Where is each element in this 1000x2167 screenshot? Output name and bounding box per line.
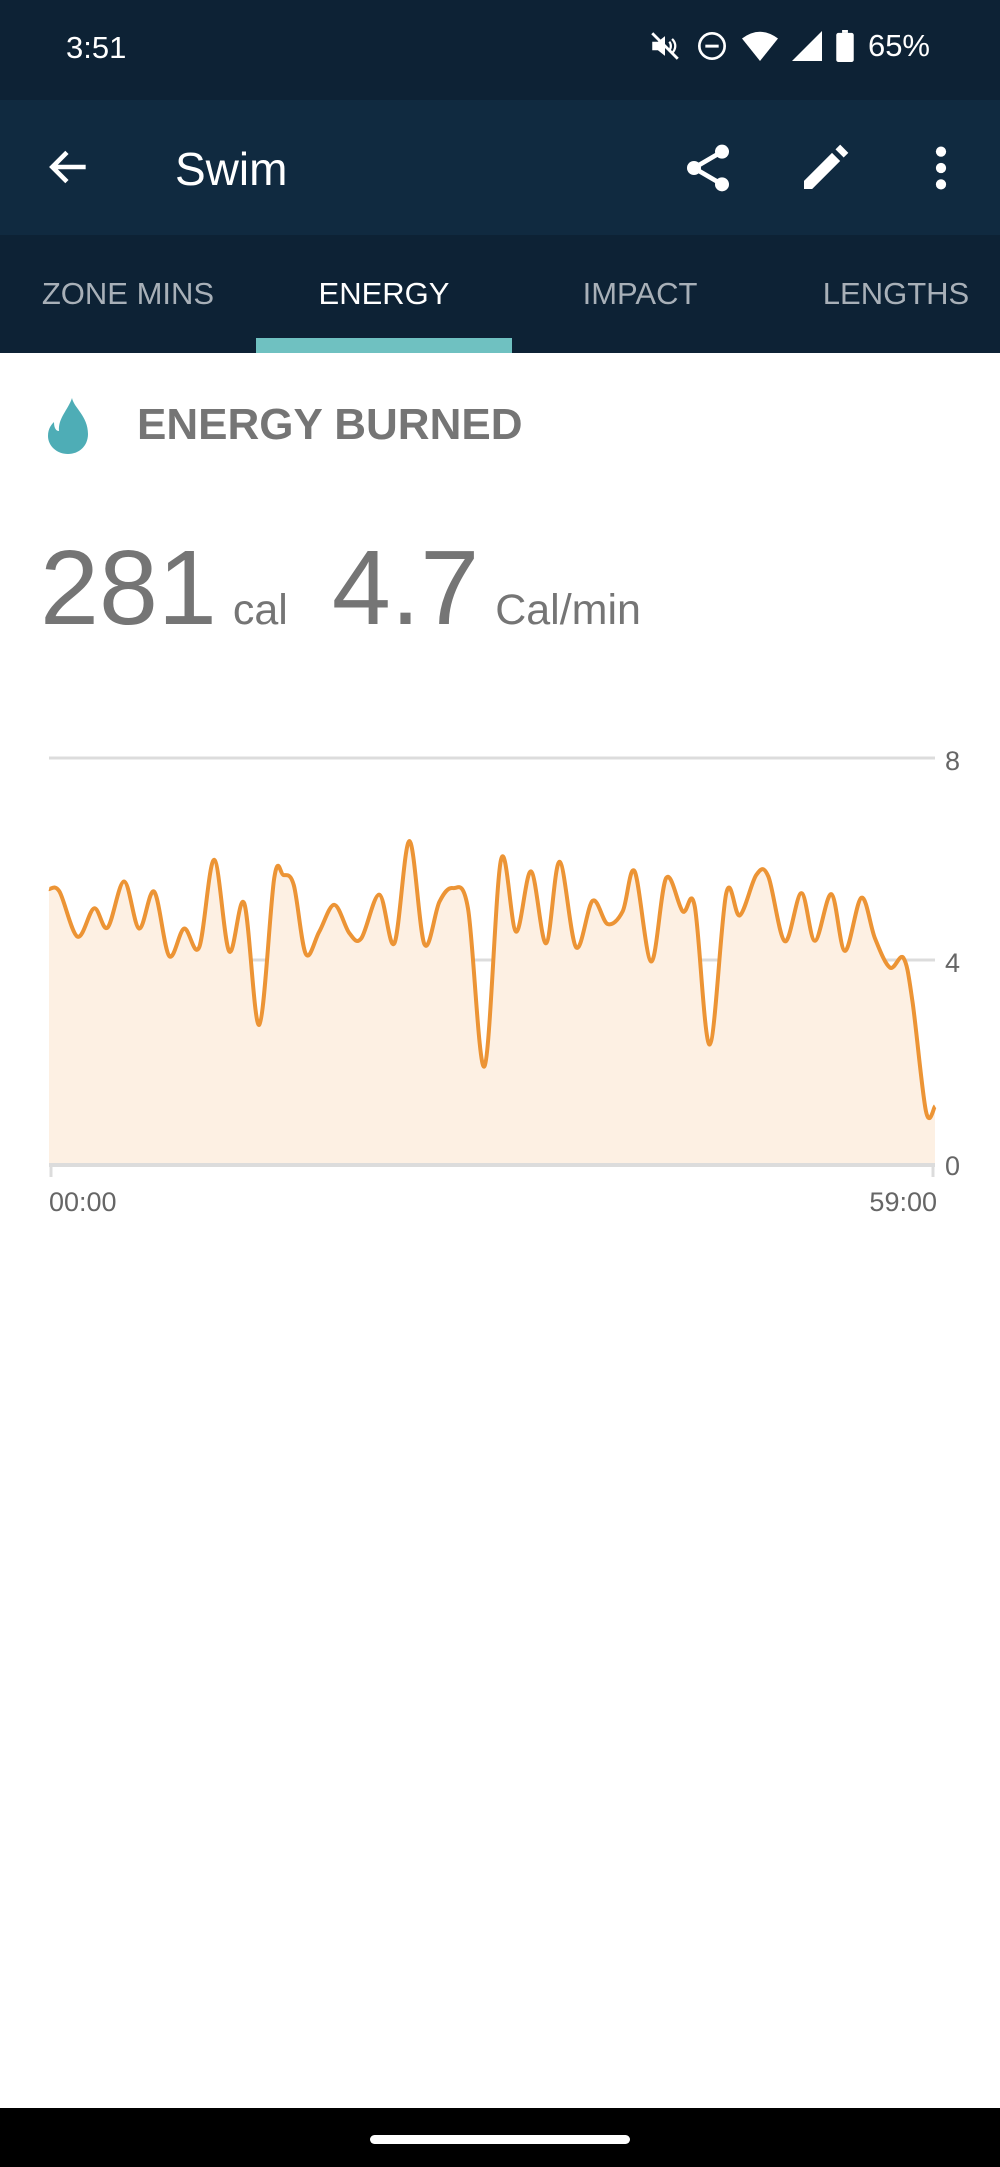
more-vert-icon[interactable] [913,140,969,196]
energy-chart: 8 4 0 00:00 59:00 [48,746,960,1217]
page-title: Swim [175,143,288,195]
active-tab-indicator [256,338,512,353]
section-title: ENERGY BURNED [137,400,523,449]
tab-zone-mins[interactable]: ZONE MINS [41,276,215,311]
wifi-icon [741,31,778,61]
tab-energy[interactable]: ENERGY [318,276,450,311]
back-arrow-icon[interactable] [44,142,94,192]
home-handle[interactable] [370,2135,630,2144]
total-calories-value: 281 [40,529,217,647]
status-time: 3:51 [66,30,127,65]
share-icon[interactable] [680,140,736,196]
tab-bar: ZONE MINS ENERGY IMPACT LENGTHS [0,235,1000,353]
tab-impact[interactable]: IMPACT [582,276,698,311]
rate-unit: Cal/min [495,586,641,634]
energy-stats: 281 cal 4.7 Cal/min [40,530,685,647]
total-calories-unit: cal [232,586,288,634]
dnd-icon [697,32,726,60]
system-nav-bar [0,2108,1000,2167]
signal-icon [791,31,822,61]
tab-lengths[interactable]: LENGTHS [822,276,970,311]
x-tick-label: 00:00 [49,1187,117,1217]
flame-icon [48,398,88,454]
x-tick-label: 59:00 [869,1187,937,1217]
energy-line [48,839,937,1121]
battery-icon [836,30,854,62]
battery-percent: 65% [867,28,930,63]
status-bar: 3:51 65% [0,0,1000,100]
mute-icon [651,32,679,60]
edit-icon[interactable] [797,140,853,196]
y-tick-label: 8 [945,746,960,776]
app-bar: Swim [0,100,1000,235]
y-tick-label: 4 [945,948,960,978]
y-tick-label: 0 [945,1151,960,1181]
rate-value: 4.7 [331,529,480,647]
